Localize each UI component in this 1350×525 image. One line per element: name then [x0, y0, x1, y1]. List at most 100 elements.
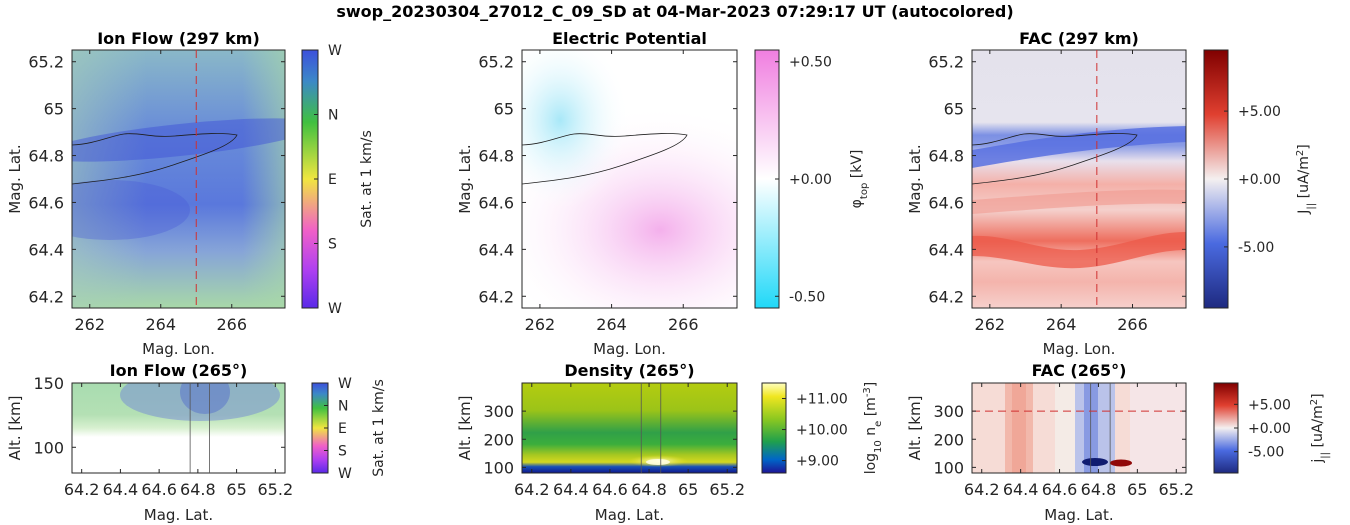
y-tick-label: 150 [33, 374, 64, 393]
y-tick-label: 64.4 [28, 240, 64, 259]
boundary-lines [640, 383, 662, 473]
x-axis-label: Mag. Lon. [593, 340, 666, 358]
x-tick-label: 262 [975, 315, 1006, 334]
x-tick-labels: 64.2 64.4 64.6 64.8 65 65.2 [64, 383, 293, 499]
y-axis-label: Alt. [km] [6, 396, 24, 461]
heatmap-overlay [72, 50, 285, 308]
figure-title: swop_20230304_27012_C_09_SD at 04-Mar-20… [336, 2, 1013, 21]
colorbar-ticks: +5.00 +0.00 -5.00 [1224, 104, 1281, 256]
x-axis-label: Mag. Lat. [1044, 506, 1113, 524]
panel-title: Electric Potential [552, 29, 707, 48]
y-tick-label: 100 [483, 458, 514, 477]
flow-core [180, 383, 230, 414]
x-tick-label: 64.6 [592, 480, 628, 499]
x-tick-labels: 64.2 64.4 64.6 64.8 65 65.2 [514, 383, 745, 499]
y-tick-labels: 64.2 64.4 64.6 64.8 65 65.2 [928, 53, 1186, 306]
y-tick-labels: 100 150 [33, 374, 285, 457]
y-tick-label: 64.6 [28, 193, 64, 212]
colorbar-ticks: +11.00 +10.00 +9.00 [782, 392, 848, 470]
colorbar-tick-label: S [328, 237, 337, 253]
y-tick-label: 64.8 [928, 147, 964, 166]
x-tick-labels: 64.2 64.4 64.6 64.8 65 65.2 [964, 383, 1194, 499]
axes-box [521, 49, 738, 309]
colorbar-tick-label: +10.00 [796, 423, 848, 439]
y-tick-labels: 64.2 64.4 64.6 64.8 65 65.2 [478, 53, 737, 306]
panel-ion-flow-bottom: Ion Flow (265°) 64.2 64.4 64.6 64.8 65 65.2 1… [6, 361, 387, 524]
coastline [972, 133, 1138, 185]
y-tick-label: 300 [933, 402, 964, 421]
x-tick-label: 64.4 [553, 480, 589, 499]
fac-column-weak [1130, 383, 1186, 473]
y-tick-label: 64.6 [478, 193, 514, 212]
x-tick-label: 64.4 [103, 480, 139, 499]
fac-peak-negative [1082, 458, 1108, 466]
colorbar-ticks: +0.50 +0.00 -0.50 [775, 55, 832, 305]
colorbar-tick-label: N [338, 399, 348, 415]
x-tick-label: 65 [678, 480, 698, 499]
y-tick-label: 64.2 [28, 287, 64, 306]
fac-band-negative [972, 126, 1186, 168]
colorbar-label: j|| [uA/m2] [1309, 393, 1331, 463]
x-axis-label: Mag. Lon. [142, 340, 215, 358]
axes-box [971, 49, 1187, 309]
fac-column-neutral [1055, 383, 1075, 473]
colorbar-tick-label: W [328, 43, 342, 59]
x-tick-label: 64.2 [514, 480, 550, 499]
fac-band-weak [972, 189, 1186, 214]
y-tick-label: 100 [33, 438, 64, 457]
panel-fac-top: FAC (297 km) 262 264 266 64.264.464.664.86… [906, 29, 1317, 358]
colorbar-tick-label: -5.00 [1238, 240, 1274, 256]
colorbar-tick-label: +0.00 [1248, 421, 1291, 437]
colorbar-ticks: +5.00 +0.00 -5.00 [1234, 397, 1291, 461]
colorbar-tick-label: W [338, 376, 352, 392]
colorbar-label: log10 ne [m-3] [862, 382, 884, 475]
x-tick-label: 64.8 [631, 480, 667, 499]
x-axis-label: Mag. Lat. [595, 506, 664, 524]
y-tick-label: 200 [933, 430, 964, 449]
x-tick-label: 64.4 [1003, 480, 1039, 499]
fac-column-core [1012, 383, 1026, 473]
y-tick-labels: 100 200 300 [933, 402, 1186, 477]
colorbar-tick-label: W [328, 301, 342, 317]
x-tick-label: 266 [668, 315, 699, 334]
panel-title: FAC (265°) [1032, 361, 1127, 380]
colorbar-tick-label: S [338, 444, 347, 460]
x-tick-label: 65 [1127, 480, 1147, 499]
x-tick-label: 65.2 [709, 480, 745, 499]
density-peak [646, 459, 670, 465]
axes-box [521, 382, 738, 474]
y-tick-label: 300 [483, 402, 514, 421]
y-tick-label: 65 [944, 100, 964, 119]
x-tick-label: 65.2 [1158, 480, 1194, 499]
axes-box [71, 382, 286, 474]
colorbar-tick-label: E [328, 172, 337, 188]
y-tick-label: 64.4 [478, 240, 514, 259]
x-tick-label: 64.6 [1042, 480, 1078, 499]
y-axis-label: Alt. [km] [906, 396, 924, 461]
x-tick-label: 64.2 [964, 480, 1000, 499]
y-tick-labels: 64.2 64.4 64.6 64.8 65 65.2 [28, 53, 285, 306]
colorbar-label: Sat. at 1 km/s [371, 379, 387, 477]
colorbar-tick-label: +11.00 [796, 392, 848, 408]
panel-title: Ion Flow (265°) [110, 361, 248, 380]
x-tick-label: 64.6 [141, 480, 177, 499]
potential-low [522, 50, 630, 210]
y-tick-label: 64.2 [928, 287, 964, 306]
x-axis-label: Mag. Lat. [144, 506, 213, 524]
x-tick-label: 264 [1046, 315, 1077, 334]
x-tick-label: 264 [596, 315, 627, 334]
colorbar-tick-label: -0.50 [789, 289, 825, 305]
colorbar-ticks: W N E S W [314, 43, 342, 317]
colorbar-tick-label: E [338, 421, 347, 437]
flow-blob [72, 180, 190, 240]
heatmap-field [522, 383, 737, 473]
x-tick-labels: 262 264 266 [975, 50, 1148, 334]
x-axis-label: Mag. Lon. [1043, 340, 1116, 358]
panel-fac-bottom: FAC (265°) 64.2 64.4 64.6 64.8 65 65.2 100 200… [906, 361, 1331, 524]
y-tick-label: 64.8 [28, 147, 64, 166]
y-tick-label: 65 [44, 100, 64, 119]
y-tick-label: 64.2 [478, 287, 514, 306]
y-tick-label: 100 [933, 458, 964, 477]
panel-title: FAC (297 km) [1019, 29, 1139, 48]
